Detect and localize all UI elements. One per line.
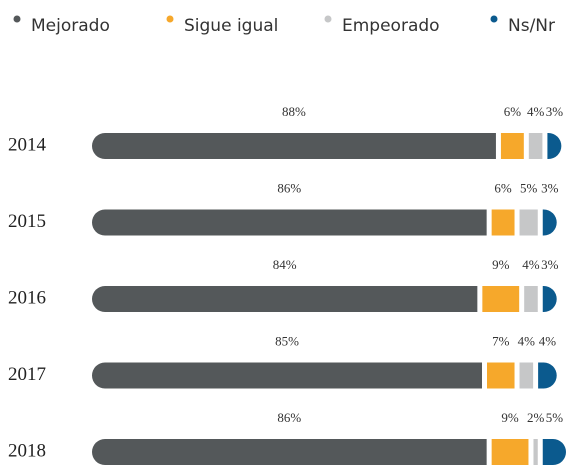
category-label: 2016 (8, 287, 46, 308)
category-label: 2015 (8, 211, 46, 232)
value-label: 9% (501, 410, 519, 425)
legend-label: Empeorado (342, 16, 440, 36)
value-label: 4% (527, 104, 545, 119)
value-label: 5% (546, 410, 564, 425)
value-label: 2% (527, 410, 545, 425)
bar-segment (519, 209, 538, 236)
bar-segment (491, 439, 529, 465)
value-label: 6% (494, 180, 512, 195)
value-label: 84% (273, 257, 297, 272)
bar-segment (538, 362, 557, 389)
value-label: 4% (518, 333, 536, 348)
value-label: 3% (546, 104, 564, 119)
bar-segment (519, 362, 534, 389)
bar-segment (533, 439, 538, 465)
legend-label: Ns/Nr (508, 16, 555, 36)
bar-segment (528, 133, 543, 159)
value-label: 5% (520, 180, 538, 195)
value-label: 7% (492, 333, 510, 348)
legend-marker (324, 15, 332, 23)
bar-segment (542, 209, 557, 236)
category-label: 2017 (8, 364, 46, 385)
legend-marker (13, 15, 21, 23)
bar-segment (547, 133, 562, 159)
bar-segment (482, 286, 520, 312)
value-label: 88% (282, 104, 306, 119)
legend-marker (166, 15, 174, 23)
category-label: 2018 (8, 440, 46, 461)
bar-segment (491, 209, 515, 236)
bar-segment (542, 286, 557, 312)
value-label: 85% (275, 333, 299, 348)
legend-label: Sigue igual (184, 16, 278, 36)
value-label: 86% (277, 180, 301, 195)
bar-segment (92, 209, 487, 236)
bar-segment (487, 362, 515, 389)
legend-label: Mejorado (31, 16, 110, 36)
category-label: 2014 (8, 134, 47, 155)
bar-segment (542, 439, 566, 465)
bar-segment (92, 439, 487, 465)
value-label: 6% (504, 104, 522, 119)
legend-marker (490, 15, 498, 23)
value-label: 3% (541, 257, 559, 272)
value-label: 4% (539, 333, 557, 348)
value-label: 4% (522, 257, 540, 272)
bar-segment (524, 286, 538, 312)
bar-segment (500, 133, 524, 159)
value-label: 3% (541, 180, 559, 195)
value-label: 86% (277, 410, 301, 425)
bar-segment (92, 362, 482, 389)
bar-segment (92, 286, 478, 312)
value-label: 9% (492, 257, 510, 272)
bar-segment (92, 133, 496, 159)
